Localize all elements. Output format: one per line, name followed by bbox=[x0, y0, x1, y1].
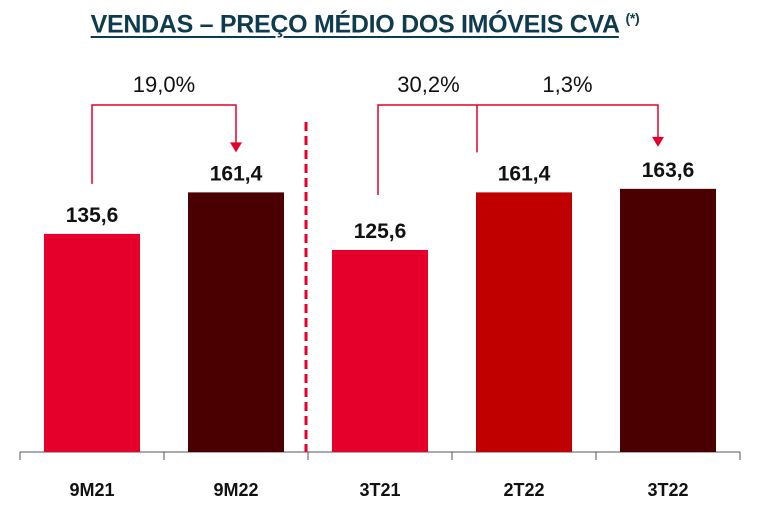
category-label-9M21: 9M21 bbox=[69, 480, 114, 500]
arrow-icon bbox=[230, 142, 242, 153]
bar-3T22 bbox=[620, 188, 716, 452]
growth-label-2: 30,2% bbox=[397, 72, 459, 97]
category-label-3T22: 3T22 bbox=[647, 480, 688, 500]
value-label-9M21: 135,6 bbox=[66, 204, 119, 227]
growth-bracket-1 bbox=[91, 104, 237, 184]
growth-bracket-2 bbox=[377, 104, 659, 195]
value-label-2T22: 161,4 bbox=[498, 162, 551, 185]
bar-3T21 bbox=[332, 249, 428, 452]
title-text: VENDAS – PREÇO MÉDIO DOS IMÓVEIS CVA bbox=[90, 10, 619, 39]
bar-9M21 bbox=[44, 233, 140, 452]
bar-9M22 bbox=[188, 192, 284, 452]
title-note: (*) bbox=[625, 10, 640, 26]
growth-label-3: 1,3% bbox=[542, 72, 592, 97]
value-label-9M22: 161,4 bbox=[210, 162, 263, 185]
growth-label-1: 19,0% bbox=[133, 72, 195, 97]
value-label-3T21: 125,6 bbox=[354, 220, 407, 243]
category-label-9M22: 9M22 bbox=[213, 480, 258, 500]
arrow-icon bbox=[652, 136, 664, 147]
bar-2T22 bbox=[476, 192, 572, 452]
chart-title: VENDAS – PREÇO MÉDIO DOS IMÓVEIS CVA (*) bbox=[0, 10, 730, 39]
value-label-3T22: 163,6 bbox=[642, 159, 695, 182]
category-label-2T22: 2T22 bbox=[503, 480, 544, 500]
category-label-3T21: 3T21 bbox=[359, 480, 400, 500]
